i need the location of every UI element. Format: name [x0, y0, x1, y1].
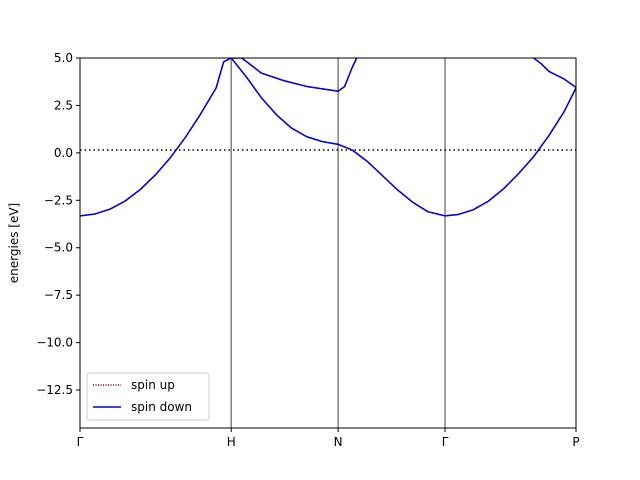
y-tick-label: 5.0 [54, 51, 73, 65]
spin-down-band-0 [80, 58, 232, 217]
x-tick-label: Γ [442, 435, 449, 449]
legend-box [86, 372, 210, 421]
y-axis-label: energies [eV] [7, 203, 21, 283]
spin-up-band-2 [230, 58, 576, 217]
spin-down-band-3 [533, 58, 576, 89]
spin-down-band-2 [230, 58, 576, 217]
kpath-vertical-lines [230, 58, 446, 428]
y-tick-label: −5.0 [44, 241, 73, 255]
spin-down-band-1 [231, 58, 358, 92]
x-tick-label: H [227, 435, 236, 449]
y-tick-label: −10.0 [36, 336, 73, 350]
band-lines [80, 58, 576, 217]
axes-frame [79, 57, 577, 429]
y-tick-label: 2.5 [54, 98, 73, 112]
y-tick-label: −2.5 [44, 193, 73, 207]
x-tick-label: P [572, 435, 579, 449]
y-tick-label: −7.5 [44, 288, 73, 302]
legend-spin-up-label: spin up [131, 378, 175, 392]
spin-up-band-0 [80, 58, 232, 217]
x-tick-label: Γ [77, 435, 84, 449]
y-tick-label: −12.5 [36, 383, 73, 397]
y-tick-label: 0.0 [54, 146, 73, 160]
y-axis-ticks: 5.0 2.5 0.0 −2.5 −5.0 −7.5 −10.0 −12.5 [36, 51, 80, 397]
legend: spin up spin down [86, 372, 210, 421]
legend-spin-down-label: spin down [131, 400, 192, 414]
x-tick-label: N [334, 435, 343, 449]
